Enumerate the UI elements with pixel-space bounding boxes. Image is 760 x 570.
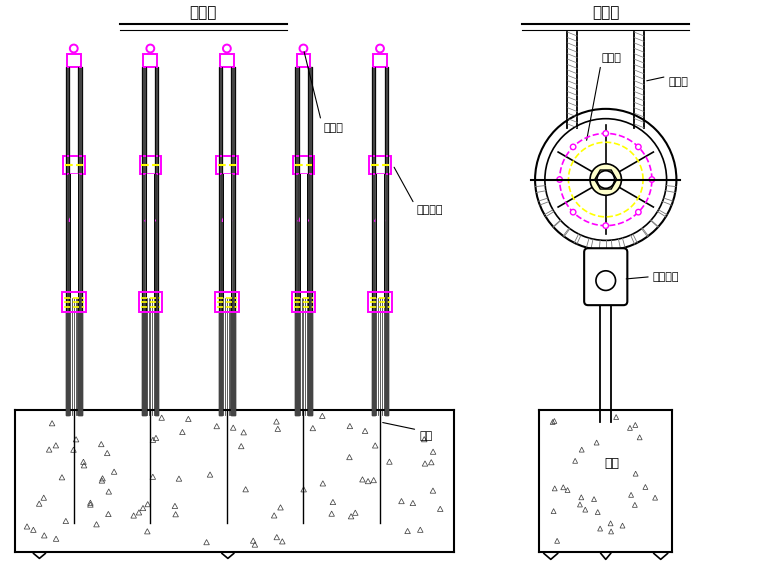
Circle shape bbox=[635, 209, 641, 215]
Circle shape bbox=[545, 119, 667, 241]
Circle shape bbox=[570, 144, 576, 150]
Text: 连接夹板: 连接夹板 bbox=[416, 205, 443, 215]
FancyBboxPatch shape bbox=[584, 249, 627, 305]
Circle shape bbox=[603, 223, 609, 229]
Text: 承重绳: 承重绳 bbox=[669, 78, 689, 87]
Circle shape bbox=[557, 177, 562, 182]
Bar bbox=[220, 54, 234, 67]
Text: 拉带: 拉带 bbox=[420, 431, 432, 441]
Bar bbox=[63, 156, 84, 174]
Circle shape bbox=[596, 271, 616, 291]
Circle shape bbox=[597, 170, 615, 188]
Circle shape bbox=[570, 209, 576, 215]
Circle shape bbox=[635, 144, 641, 150]
Text: 转向轮: 转向轮 bbox=[602, 53, 622, 63]
Text: 连接夹板: 连接夹板 bbox=[653, 272, 679, 282]
Bar bbox=[215, 292, 239, 312]
Bar bbox=[62, 292, 86, 312]
Circle shape bbox=[649, 177, 654, 182]
Bar bbox=[140, 156, 161, 174]
Text: 拉带: 拉带 bbox=[604, 457, 619, 470]
Circle shape bbox=[590, 164, 622, 196]
Circle shape bbox=[603, 131, 609, 136]
Bar bbox=[369, 292, 391, 312]
Bar bbox=[292, 292, 315, 312]
Bar bbox=[369, 156, 391, 174]
Bar bbox=[293, 156, 314, 174]
Bar bbox=[144, 54, 157, 67]
Text: 转向轮: 转向轮 bbox=[323, 123, 343, 133]
Bar bbox=[67, 54, 81, 67]
Bar bbox=[216, 156, 238, 174]
Bar bbox=[373, 54, 387, 67]
Bar bbox=[138, 292, 162, 312]
Text: 侧面图: 侧面图 bbox=[592, 6, 619, 21]
Text: 正面图: 正面图 bbox=[190, 6, 217, 21]
Bar bbox=[296, 54, 310, 67]
